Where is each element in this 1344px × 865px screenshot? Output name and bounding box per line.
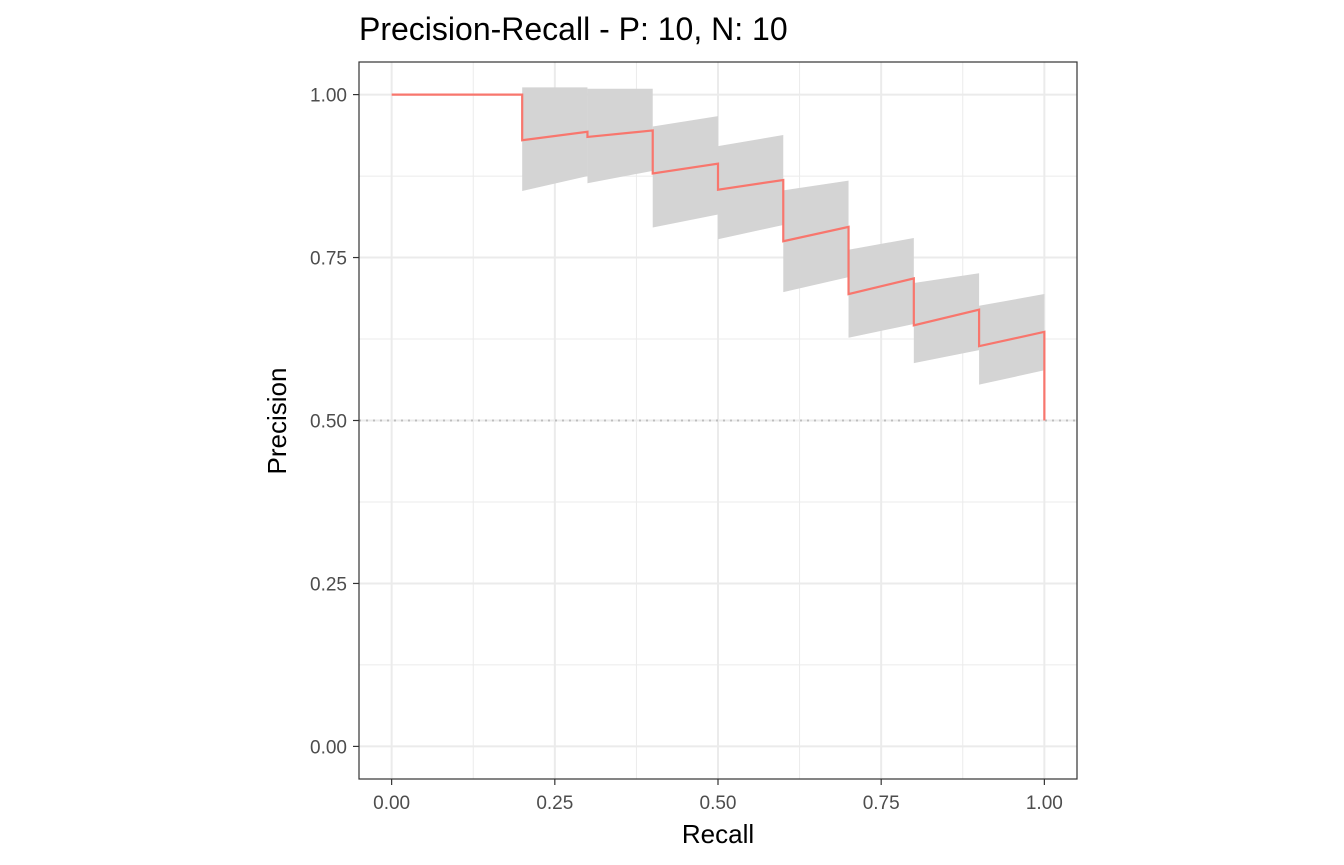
y-axis-ticks: 0.00 0.25 0.50 0.75 1.00	[310, 86, 359, 758]
x-tick-label: 0.25	[536, 793, 573, 814]
confidence-band-segment	[587, 88, 653, 184]
confidence-band-segment	[848, 237, 914, 338]
confidence-band-segment	[652, 116, 718, 228]
pr-curve-layer	[391, 93, 1046, 421]
y-tick-label: 0.75	[310, 249, 347, 270]
confidence-band-segment	[783, 180, 849, 293]
y-axis-title: Precision	[262, 368, 292, 475]
confidence-band-segment	[718, 135, 784, 240]
x-tick-label: 0.75	[863, 793, 900, 814]
y-tick-label: 0.25	[310, 574, 347, 595]
confidence-band-segment	[522, 87, 588, 192]
x-tick-label: 1.00	[1026, 793, 1063, 814]
x-axis-ticks: 0.00 0.25 0.50 0.75 1.00	[373, 779, 1063, 814]
y-tick-label: 0.50	[310, 412, 347, 433]
x-tick-label: 0.50	[700, 793, 737, 814]
y-tick-label: 0.00	[310, 737, 347, 758]
y-tick-label: 1.00	[310, 86, 347, 107]
chart-title: Precision-Recall - P: 10, N: 10	[359, 11, 788, 47]
precision-recall-curve	[391, 93, 1046, 421]
x-axis-title: Recall	[682, 819, 754, 849]
confidence-band-layer	[522, 87, 1045, 385]
x-tick-label: 0.00	[373, 793, 410, 814]
